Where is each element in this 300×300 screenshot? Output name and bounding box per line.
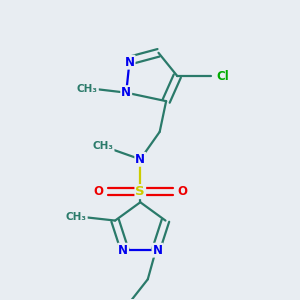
Text: CH₃: CH₃ bbox=[77, 84, 98, 94]
Text: CH₃: CH₃ bbox=[66, 212, 87, 222]
Text: N: N bbox=[118, 244, 128, 257]
Text: S: S bbox=[136, 185, 145, 198]
Text: N: N bbox=[135, 153, 145, 166]
Text: O: O bbox=[177, 185, 187, 198]
Text: N: N bbox=[121, 86, 131, 99]
Text: N: N bbox=[152, 244, 163, 257]
Text: N: N bbox=[124, 56, 135, 69]
Text: Cl: Cl bbox=[216, 70, 229, 83]
Text: O: O bbox=[93, 185, 103, 198]
Text: CH₃: CH₃ bbox=[93, 141, 114, 152]
